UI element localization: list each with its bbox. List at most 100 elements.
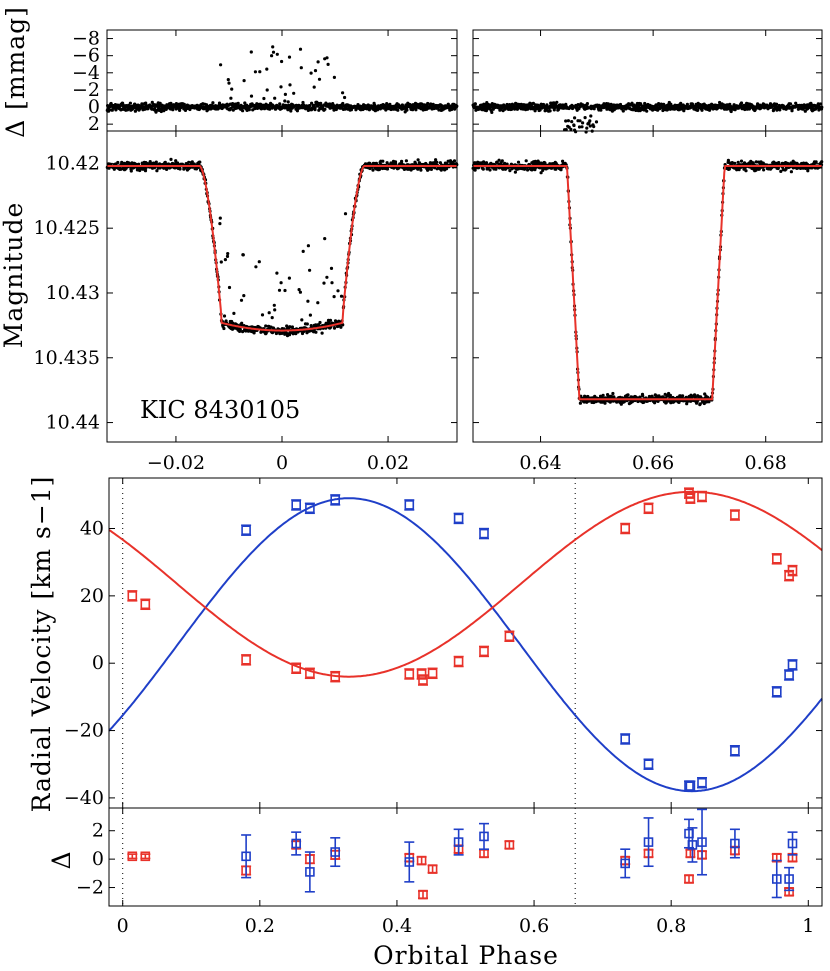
lc-point [526,168,530,172]
lc-point [224,319,228,323]
resid-point [325,56,329,60]
lc-point [341,323,345,327]
resid-point [236,101,240,105]
resid-point [273,96,277,100]
resid-point [585,102,590,106]
rv-resid-point-star-b [643,837,654,847]
lc-model-curve [473,165,822,401]
lc-point [241,253,245,257]
lc-ytick-label: 10.43 [46,282,100,304]
resid-point [316,60,320,64]
lc-point [225,254,230,258]
lc-point [559,168,563,172]
resid-point [578,119,582,123]
rv-point-star-a [330,671,341,682]
rv-point-star-a [418,675,428,685]
rv-resid-point-star-b [291,838,302,849]
resid-point [253,70,257,74]
resid-point [341,91,345,95]
resid-point [171,108,175,112]
resid-point [778,108,782,112]
resid-point [645,109,649,113]
lc-point [641,394,645,398]
resid-point [271,50,276,54]
rv-point-star-a [685,493,696,504]
resid-point [313,69,318,73]
resid-point [700,108,704,112]
resid-point [144,101,148,105]
resid-point [576,103,580,107]
rv-resid-point-star-b [330,847,341,857]
lc-point [116,160,120,165]
lc-point [306,299,310,303]
lc-point [434,158,438,162]
resid-point [473,102,477,106]
lc-point [698,402,702,406]
rv-point-star-a [127,591,138,601]
resid-point [289,109,293,113]
lc-point [404,159,408,163]
rv-resid-ytick-label: 0 [92,848,104,870]
lc-point [238,327,242,332]
resid-point [227,81,231,85]
rv-resid-point-star-b [771,874,782,884]
lc-point [302,329,306,334]
lc-point [325,275,329,279]
rv-point-star-a [241,654,251,665]
lc-point [314,323,318,327]
lc-point [122,161,126,165]
lc-point [736,160,740,164]
resid-point [159,109,163,114]
lc-primary-panel: −0.02 0 0.02 10.42 10.425 10.43 10.435 10.44 [34,130,459,474]
lc-point [297,288,301,292]
resid-point [548,109,552,113]
rv-resid-point-star-b [697,837,707,847]
lc-point [316,301,320,305]
resid-point [552,108,556,112]
resid-point [323,107,327,111]
lc-point [744,169,748,173]
lc-point [187,160,191,164]
lc-xtick-label: −0.02 [147,452,205,474]
rv-resid-point-star-b [305,867,315,877]
lc-point [320,331,324,335]
resid-point [312,85,316,89]
rv-ylabel: Radial Velocity [km s−1] [27,476,56,813]
resid-point [573,116,577,120]
rv-resid-point-star-b [241,851,251,862]
rv-resid-point-star-a [504,840,515,850]
resid-point [317,77,322,81]
rv-panel: −40 −20 0 20 40 [64,477,823,809]
resid-point [556,108,561,112]
rv-resid-point-star-b [404,857,415,867]
lc-secondary-panel: 0.64 0.66 0.68 [471,130,824,474]
rv-point-star-a [771,553,782,564]
lc-point [733,161,737,165]
lc-point [500,159,504,163]
resid-point [570,120,574,124]
resid-point [788,102,793,106]
lc-model-curve [107,165,457,332]
lc-point [178,167,182,171]
resid-point [326,62,330,66]
lc-point [306,244,310,248]
rv-ytick-label: 20 [80,585,104,607]
lc-point [223,258,227,262]
lc-point [279,281,283,285]
lc-point [328,318,333,322]
lc-point [385,161,389,165]
lc-point [578,401,583,405]
lc-axes-frame [472,130,823,443]
rv-resid-xtick-label: 0.4 [382,915,412,937]
resid-point [280,59,284,64]
resid-point [107,108,111,112]
resid-point [599,108,603,112]
rv-point-star-b [620,734,631,744]
resid-point [367,108,371,112]
resid-point [564,128,568,132]
rv-point-star-b [643,759,654,770]
rv-point-star-a [140,599,151,610]
resid-point [739,101,744,105]
lc-point [806,169,810,173]
